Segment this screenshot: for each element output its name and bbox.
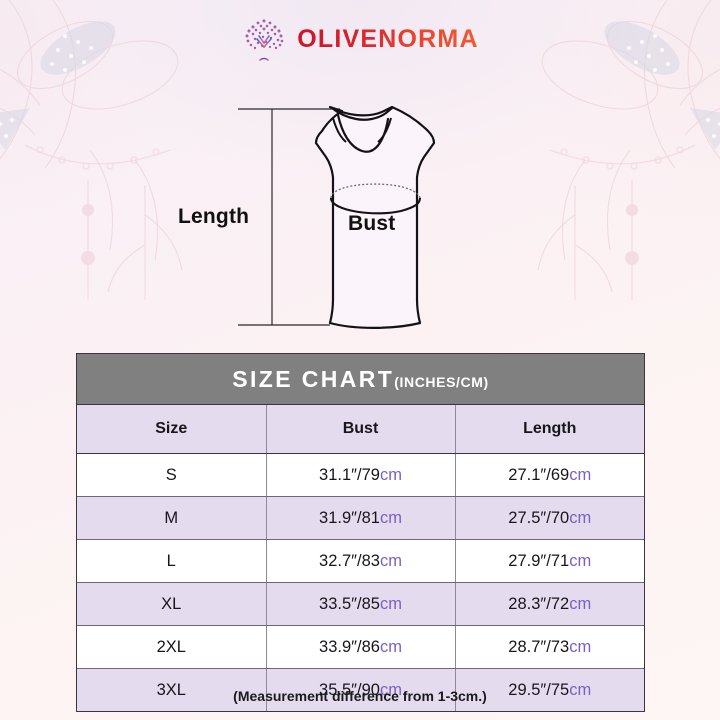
bust-label: Bust	[348, 212, 396, 235]
length-label: Length	[178, 205, 250, 228]
cell-bust: 31.1″/79cm	[266, 453, 456, 497]
size-chart-title: SIZE CHART	[232, 365, 395, 392]
neckline	[330, 106, 394, 121]
cell-size: L	[77, 539, 267, 583]
column-header-bust: Bust	[266, 404, 456, 454]
length-measure-guide	[238, 108, 340, 326]
table-row: 2XL 33.9″/86cm 28.7″/73cm	[77, 625, 644, 669]
table-row: S 31.1″/79cm 27.1″/69cm	[77, 453, 644, 497]
cell-size: M	[77, 496, 267, 540]
cell-bust: 32.7″/83cm	[266, 539, 456, 583]
measurement-note: (Measurement difference from 1-3cm.)	[233, 688, 487, 704]
size-chart-title-row: SIZE CHART(INCHES/CM)	[77, 354, 644, 405]
table-row: L 32.7″/83cm 27.9″/71cm	[77, 539, 644, 583]
cell-bust: 35.5″/90cm	[266, 668, 456, 711]
column-header-row: Size Bust Length	[77, 404, 644, 454]
cell-size: 3XL	[77, 668, 267, 711]
column-header-size: Size	[77, 404, 267, 454]
cell-length: 28.3″/72cm	[455, 582, 644, 626]
table-row: 3XL 35.5″/90cm 29.5″/75cm	[77, 668, 644, 711]
cell-size: XL	[77, 582, 267, 626]
table-row: M 31.9″/81cm 27.5″/70cm	[77, 496, 644, 540]
cell-length: 27.5″/70cm	[455, 496, 644, 540]
cell-length: 27.1″/69cm	[455, 453, 644, 497]
cell-length: 27.9″/71cm	[455, 539, 644, 583]
cell-bust: 33.9″/86cm	[266, 625, 456, 669]
armhole-left	[332, 117, 347, 143]
armhole-right	[377, 117, 392, 143]
cell-length: 29.5″/75cm	[455, 668, 644, 711]
cell-size: 2XL	[77, 625, 267, 669]
size-chart-body: S 31.1″/79cm 27.1″/69cm M 31.9″/81cm 27.…	[77, 453, 644, 711]
cell-bust: 31.9″/81cm	[266, 496, 456, 540]
size-chart-units: (INCHES/CM)	[394, 373, 489, 390]
bust-measure-ellipse	[329, 183, 422, 215]
size-chart-title-cell: SIZE CHART(INCHES/CM)	[77, 354, 644, 405]
table-row: XL 33.5″/85cm 28.3″/72cm	[77, 582, 644, 626]
cell-length: 28.7″/73cm	[455, 625, 644, 669]
brand-name: OLIVENORMA	[297, 24, 479, 53]
brand-header: OLIVENORMA	[0, 12, 720, 66]
cell-size: S	[77, 453, 267, 497]
tank-top-outline	[314, 105, 436, 329]
cell-bust: 33.5″/85cm	[266, 582, 456, 626]
size-chart-table: SIZE CHART(INCHES/CM) Size Bust Length S…	[76, 353, 645, 712]
column-header-length: Length	[455, 404, 644, 454]
tank-top-illustration	[170, 85, 480, 345]
tree-of-life-icon	[245, 19, 284, 61]
